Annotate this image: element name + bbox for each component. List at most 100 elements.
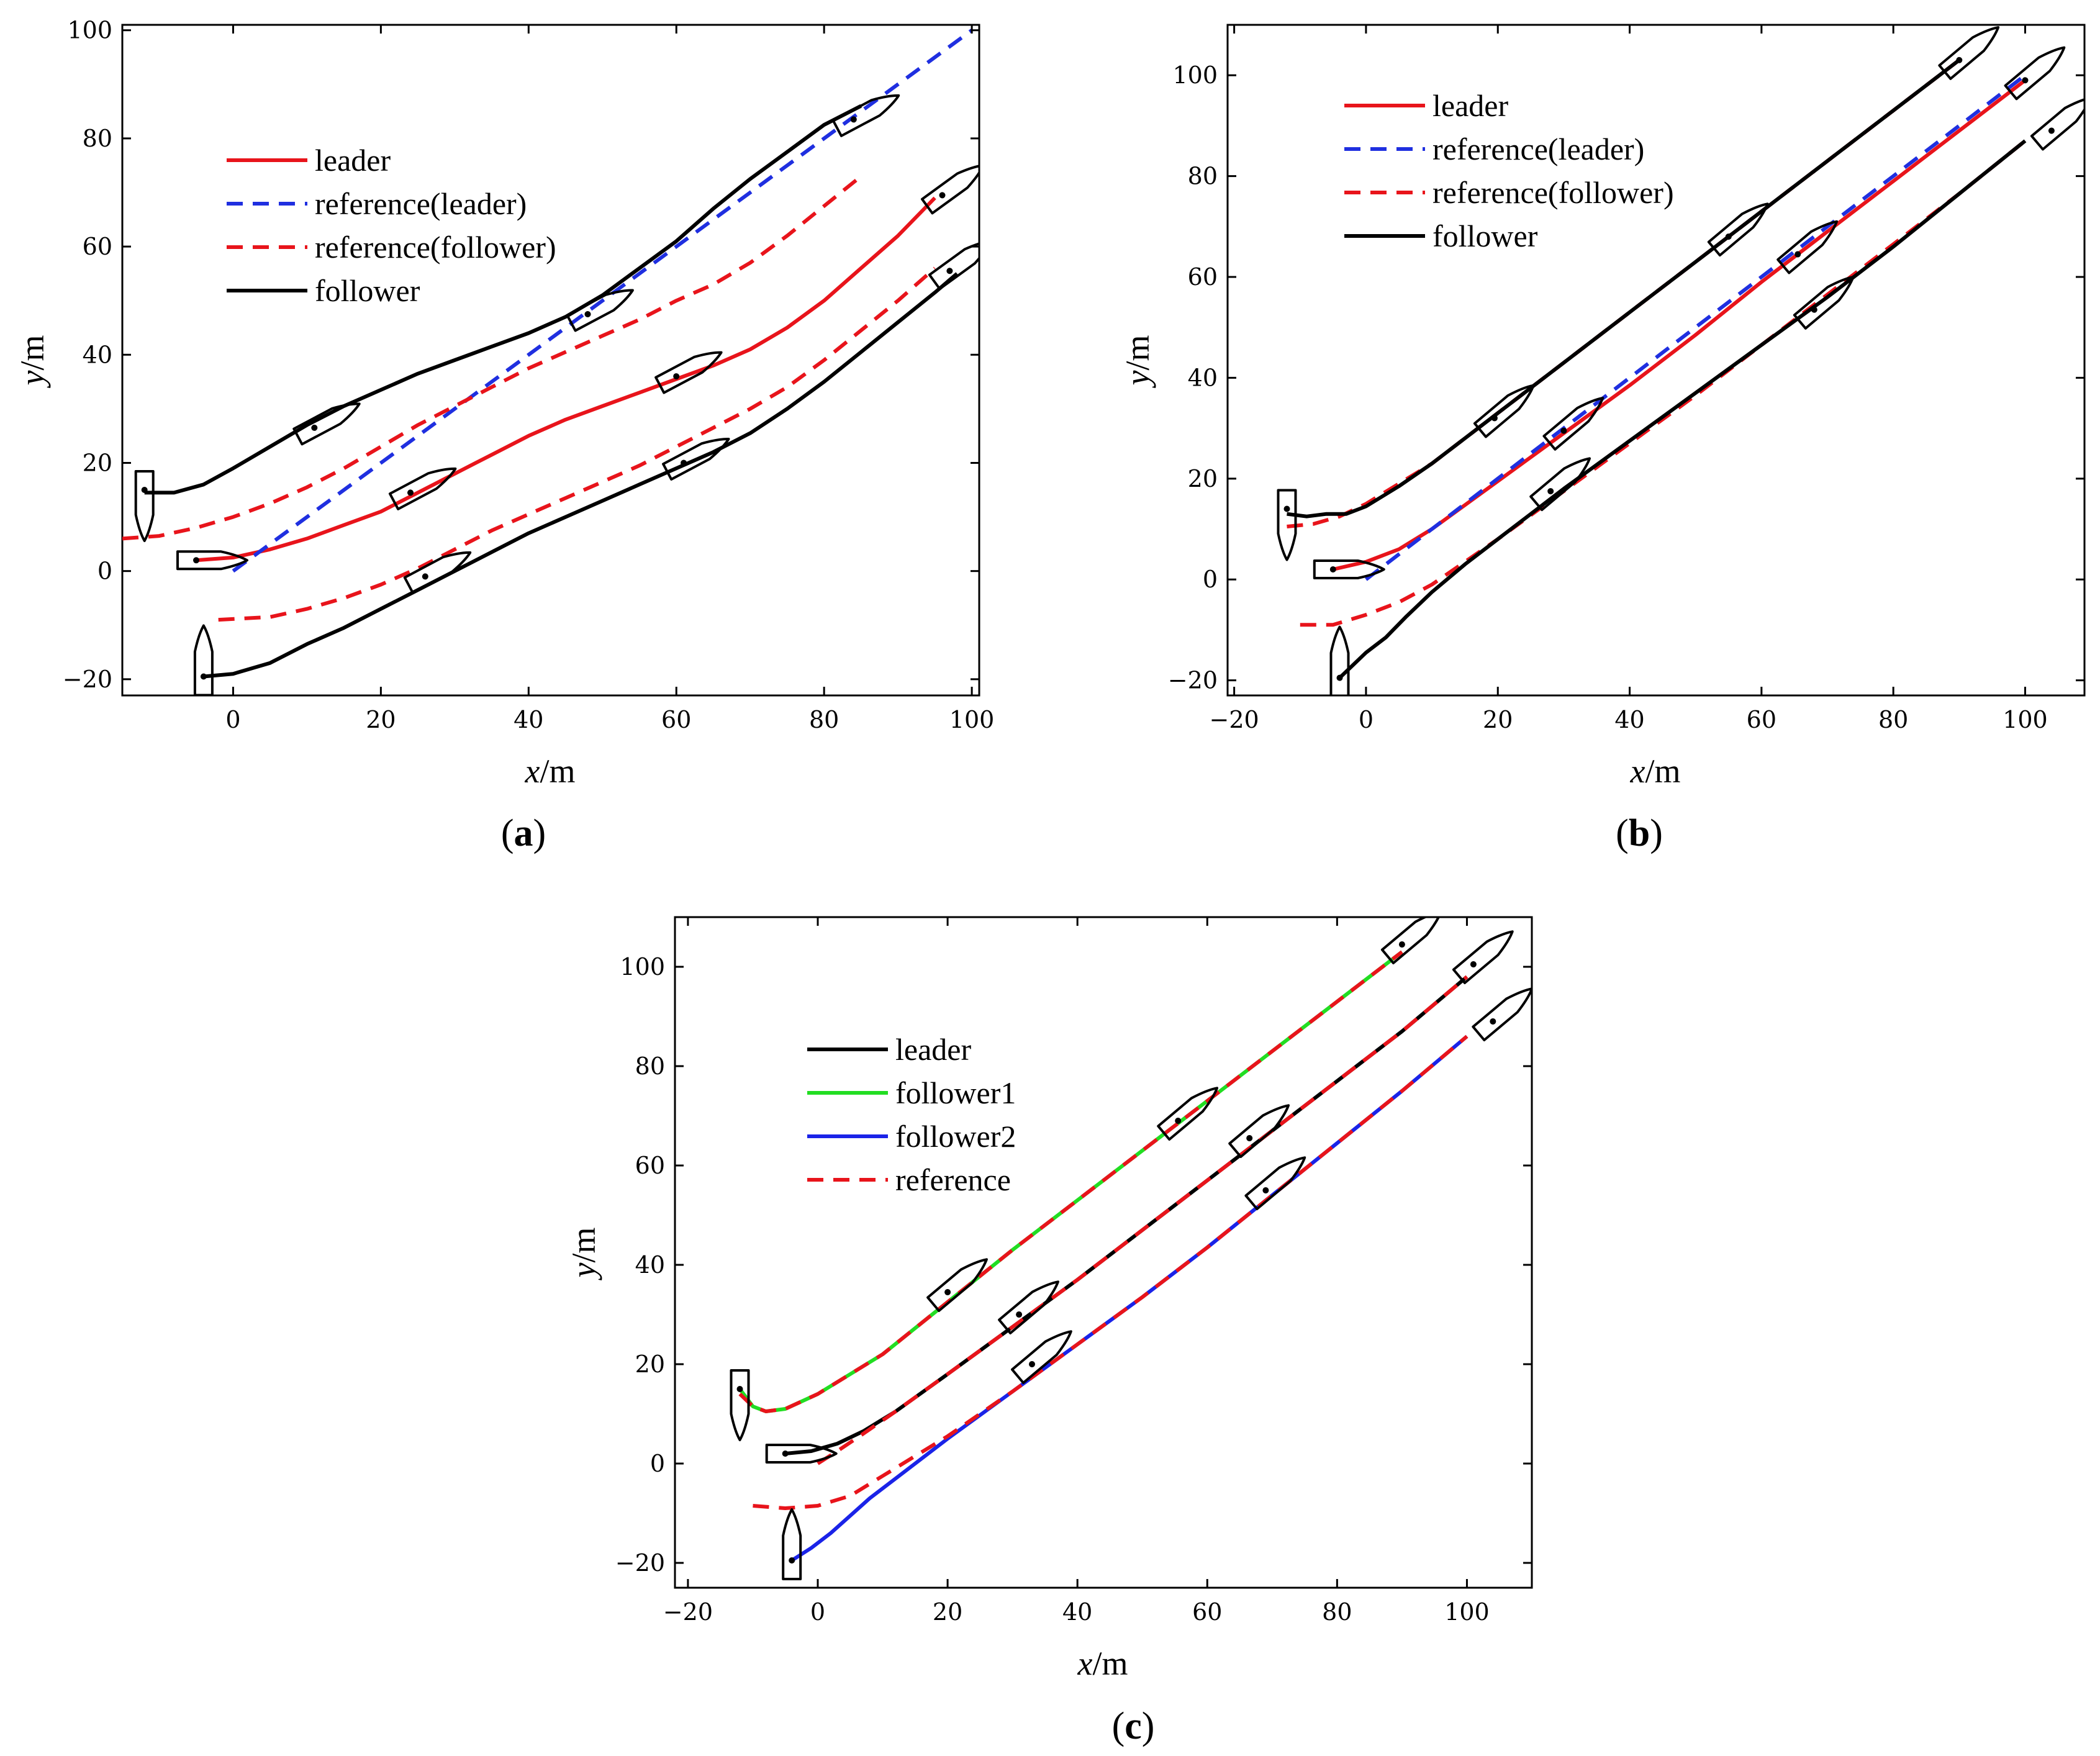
legend-label: follower xyxy=(315,273,420,308)
y-tick-label: 60 xyxy=(635,1152,665,1179)
y-tick-label: 100 xyxy=(1172,61,1218,89)
legend-label: reference(leader) xyxy=(1432,132,1644,166)
y-tick-label: 20 xyxy=(635,1351,665,1378)
y-tick-label: 80 xyxy=(83,125,112,152)
y-tick-label: 60 xyxy=(83,233,112,260)
vessel-marker xyxy=(831,94,900,137)
ticks-a: 0 20 40 60 80 100 −20 0 20 40 60 80 100 xyxy=(63,17,995,733)
legend-label: follower1 xyxy=(895,1075,1016,1110)
x-tick-label: 60 xyxy=(1192,1598,1222,1626)
y-tick-label: −20 xyxy=(63,666,112,693)
y-tick-label: 40 xyxy=(83,341,112,368)
vessel-marker xyxy=(566,289,634,332)
vessel-marker xyxy=(2030,96,2084,151)
panel-a: 0 20 40 60 80 100 −20 0 20 40 60 80 100 leader refere… xyxy=(14,17,995,854)
vessel-marker xyxy=(765,1444,838,1464)
series-line-follower2 xyxy=(790,1034,1469,1562)
trajectories-b xyxy=(1277,26,2084,695)
panel-b: −20 0 20 40 60 80 100 −20 0 20 40 60 80 100 leader ref… xyxy=(1119,24,2086,854)
legend-label: follower2 xyxy=(895,1119,1016,1154)
y-axis-label-a: y/m xyxy=(14,335,51,389)
y-tick-label: 0 xyxy=(97,558,112,585)
caption-a: (a) xyxy=(501,812,546,854)
legend-label: reference(follower) xyxy=(315,230,556,265)
vessel-marker xyxy=(1473,384,1535,438)
x-tick-label: −20 xyxy=(663,1598,713,1626)
series-line-reference-follower- xyxy=(122,174,862,541)
vessel-marker xyxy=(1011,1330,1072,1385)
vessel-marker xyxy=(998,1280,1059,1335)
y-tick-label: 100 xyxy=(620,953,665,980)
legend-label: leader xyxy=(895,1032,971,1067)
y-tick-label: 60 xyxy=(1188,263,1218,291)
x-tick-label: 0 xyxy=(225,706,240,733)
vessel-marker xyxy=(782,1508,802,1580)
vessel-marker xyxy=(292,402,361,446)
panel-c: −20 0 20 40 60 80 100 −20 0 20 40 60 80 100 leader fol… xyxy=(565,916,1533,1747)
vessel-marker xyxy=(1452,930,1514,985)
vessel-marker xyxy=(1793,276,1855,330)
trajectories-c xyxy=(730,917,1532,1580)
vessel-marker xyxy=(193,624,214,695)
x-tick-label: 60 xyxy=(661,706,691,733)
vessel-marker xyxy=(1380,917,1442,965)
y-tick-label: 40 xyxy=(1188,364,1218,391)
x-tick-label: 100 xyxy=(949,706,995,733)
series-line-follower xyxy=(203,272,959,679)
trajectories-a xyxy=(122,29,979,695)
series-line-leader xyxy=(196,196,936,563)
y-tick-label: 0 xyxy=(1203,566,1218,593)
vessel-marker xyxy=(1244,1156,1306,1211)
vessel-marker xyxy=(1542,396,1604,451)
x-tick-label: 20 xyxy=(366,706,396,733)
y-tick-label: 20 xyxy=(1188,465,1218,492)
series-line-reference-leader- xyxy=(1365,73,2027,581)
vessel-marker xyxy=(730,1369,750,1441)
vessel-marker xyxy=(1228,1104,1290,1159)
x-tick-label: 80 xyxy=(1878,706,1908,733)
legend-label: reference xyxy=(895,1162,1011,1197)
vessel-marker xyxy=(921,164,979,215)
x-tick-label: −20 xyxy=(1210,706,1259,733)
series-line-follower xyxy=(1338,139,2027,679)
vessel-marker xyxy=(1329,625,1350,695)
vessel-marker xyxy=(403,551,472,594)
x-tick-label: 80 xyxy=(1322,1598,1352,1626)
x-axis-label-a: x/m xyxy=(525,753,576,790)
x-tick-label: 100 xyxy=(1444,1598,1490,1626)
caption-c: (c) xyxy=(1112,1705,1155,1747)
vessel-marker xyxy=(2004,46,2066,101)
legend-label: leader xyxy=(315,143,391,178)
ticks-b: −20 0 20 40 60 80 100 −20 0 20 40 60 80 100 xyxy=(1168,25,2084,733)
y-axis-label-b: y/m xyxy=(1119,335,1156,389)
plot-frame-b xyxy=(1226,24,2086,697)
legend-label: leader xyxy=(1432,88,1508,123)
series-line-reference xyxy=(753,1034,1469,1510)
legend-label: reference(follower) xyxy=(1432,175,1674,210)
vessel-marker xyxy=(1776,220,1839,274)
plot-frame-c xyxy=(674,916,1533,1589)
series-line-follower xyxy=(144,104,862,495)
series-line-reference-follower- xyxy=(1300,139,2027,627)
series-line-reference-leader- xyxy=(232,29,973,573)
x-tick-label: 0 xyxy=(1359,706,1374,733)
legend-label: follower xyxy=(1432,219,1538,253)
legend-label: reference(leader) xyxy=(315,186,527,221)
series-line-follower xyxy=(1287,58,1961,518)
vessel-marker xyxy=(1938,26,2000,80)
x-axis-label-c: x/m xyxy=(1077,1645,1128,1682)
y-tick-label: 40 xyxy=(635,1251,665,1279)
vessel-marker xyxy=(1707,202,1769,257)
vessel-marker xyxy=(654,351,723,394)
y-tick-label: 80 xyxy=(635,1052,665,1080)
x-tick-label: 80 xyxy=(809,706,839,733)
ticks-c: −20 0 20 40 60 80 100 −20 0 20 40 60 80 100 xyxy=(615,917,1532,1626)
vessel-marker xyxy=(176,550,248,571)
vessel-marker xyxy=(926,1258,988,1313)
vessel-marker xyxy=(1313,559,1385,579)
vessel-marker xyxy=(388,467,457,510)
caption-b: (b) xyxy=(1616,812,1663,854)
vessel-marker xyxy=(928,240,979,291)
y-axis-label-c: y/m xyxy=(565,1228,602,1281)
